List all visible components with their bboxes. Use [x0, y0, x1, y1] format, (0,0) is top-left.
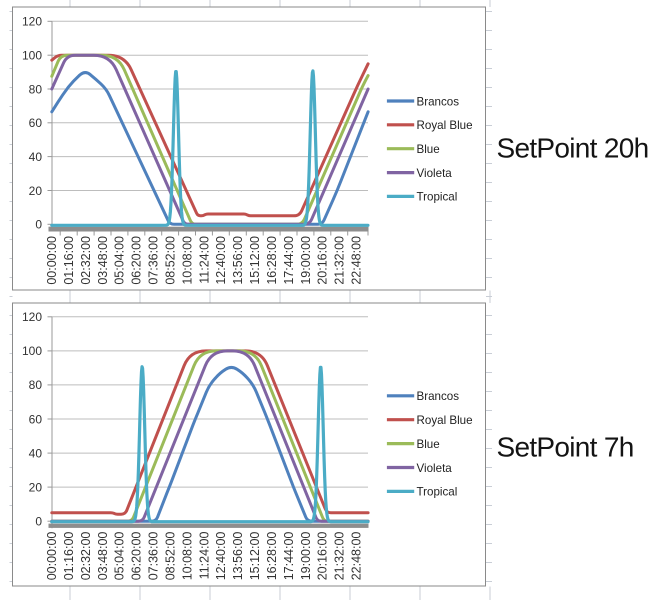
svg-text:06:20:00: 06:20:00 — [130, 236, 144, 285]
svg-text:05:04:00: 05:04:00 — [113, 236, 127, 285]
svg-text:120: 120 — [22, 310, 42, 324]
svg-text:07:36:00: 07:36:00 — [147, 532, 161, 581]
svg-text:15:12:00: 15:12:00 — [248, 236, 262, 285]
svg-text:80: 80 — [29, 82, 43, 96]
svg-text:Royal Blue: Royal Blue — [417, 414, 473, 427]
svg-text:Tropical: Tropical — [417, 486, 458, 499]
svg-text:22:48:00: 22:48:00 — [350, 532, 364, 581]
svg-text:21:32:00: 21:32:00 — [333, 236, 347, 285]
svg-text:Royal Blue: Royal Blue — [417, 119, 473, 132]
svg-text:11:24:00: 11:24:00 — [197, 236, 211, 284]
svg-text:Tropical: Tropical — [417, 191, 458, 204]
svg-text:00:00:00: 00:00:00 — [45, 236, 59, 285]
svg-text:20:16:00: 20:16:00 — [316, 532, 330, 581]
svg-text:10:08:00: 10:08:00 — [180, 236, 194, 285]
svg-text:01:16:00: 01:16:00 — [62, 532, 76, 581]
svg-text:100: 100 — [22, 344, 42, 358]
svg-text:100: 100 — [22, 49, 42, 63]
svg-text:60: 60 — [29, 412, 43, 426]
svg-text:Violeta: Violeta — [417, 462, 453, 475]
svg-text:16:28:00: 16:28:00 — [265, 236, 279, 285]
svg-text:20:16:00: 20:16:00 — [316, 236, 330, 285]
svg-text:08:52:00: 08:52:00 — [164, 532, 178, 581]
svg-text:02:32:00: 02:32:00 — [79, 532, 93, 581]
svg-text:Brancos: Brancos — [417, 95, 460, 108]
svg-text:08:52:00: 08:52:00 — [164, 236, 178, 285]
svg-text:03:48:00: 03:48:00 — [96, 236, 110, 285]
svg-text:00:00:00: 00:00:00 — [45, 532, 59, 581]
svg-text:05:04:00: 05:04:00 — [113, 532, 127, 581]
svg-text:Brancos: Brancos — [417, 390, 460, 403]
svg-text:17:44:00: 17:44:00 — [282, 236, 296, 285]
svg-text:15:12:00: 15:12:00 — [248, 532, 262, 581]
svg-text:120: 120 — [22, 15, 42, 29]
svg-text:80: 80 — [29, 378, 43, 392]
svg-text:60: 60 — [29, 116, 43, 130]
svg-text:0: 0 — [35, 218, 42, 232]
svg-text:13:56:00: 13:56:00 — [231, 532, 245, 581]
svg-text:22:48:00: 22:48:00 — [350, 236, 364, 285]
svg-text:Violeta: Violeta — [417, 167, 453, 180]
svg-text:07:36:00: 07:36:00 — [147, 236, 161, 285]
svg-text:12:40:00: 12:40:00 — [214, 532, 228, 581]
svg-text:Blue: Blue — [417, 143, 440, 156]
svg-text:0: 0 — [35, 515, 42, 529]
svg-text:20: 20 — [29, 480, 43, 494]
svg-text:01:16:00: 01:16:00 — [62, 236, 76, 285]
svg-text:20: 20 — [29, 184, 43, 198]
svg-text:40: 40 — [29, 446, 43, 460]
svg-text:10:08:00: 10:08:00 — [180, 532, 194, 581]
svg-text:17:44:00: 17:44:00 — [282, 532, 296, 581]
svg-text:16:28:00: 16:28:00 — [265, 532, 279, 581]
svg-text:21:32:00: 21:32:00 — [333, 532, 347, 581]
svg-text:19:00:00: 19:00:00 — [299, 532, 313, 581]
svg-text:Blue: Blue — [417, 438, 440, 451]
svg-text:SetPoint 20h: SetPoint 20h — [497, 133, 649, 164]
svg-text:19:00:00: 19:00:00 — [299, 236, 313, 285]
svg-text:06:20:00: 06:20:00 — [130, 532, 144, 581]
svg-text:12:40:00: 12:40:00 — [214, 236, 228, 285]
svg-text:13:56:00: 13:56:00 — [231, 236, 245, 285]
svg-text:11:24:00: 11:24:00 — [197, 532, 211, 580]
svg-text:02:32:00: 02:32:00 — [79, 236, 93, 285]
svg-text:SetPoint 7h: SetPoint 7h — [497, 432, 634, 463]
svg-text:03:48:00: 03:48:00 — [96, 532, 110, 581]
svg-text:40: 40 — [29, 150, 43, 164]
